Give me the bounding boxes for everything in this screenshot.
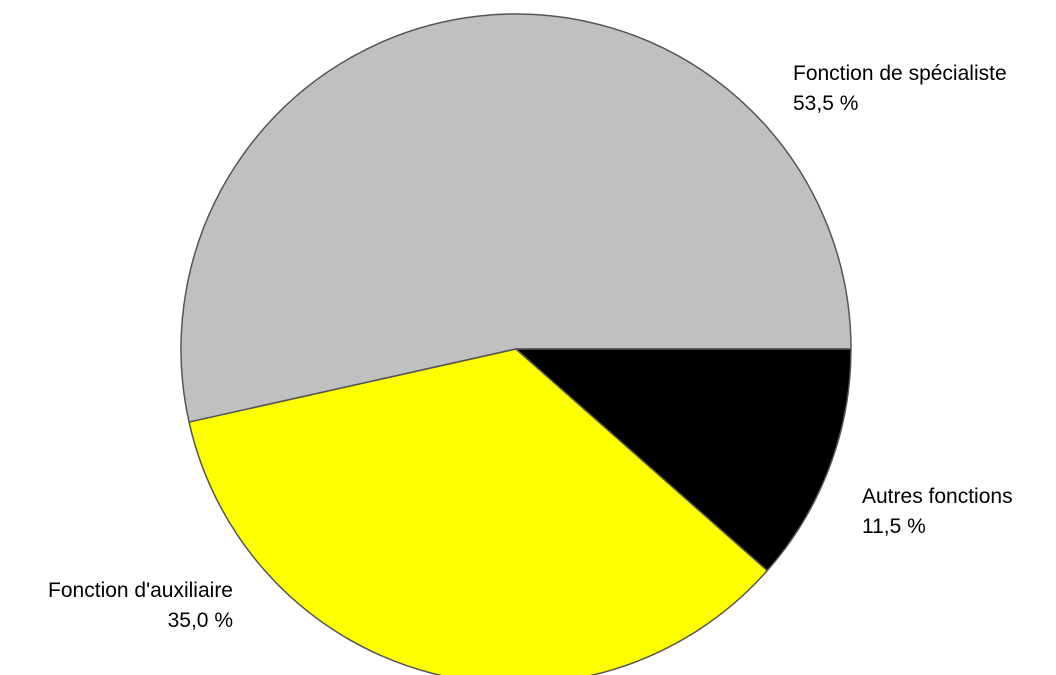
label-specialiste: Fonction de spécialiste 53,5 % bbox=[793, 62, 1007, 115]
label-auxiliaire: Fonction d'auxiliaire 35,0 % bbox=[48, 579, 233, 632]
slice-label-autres-value: 11,5 % bbox=[862, 515, 926, 538]
slice-label-specialiste-value: 53,5 % bbox=[793, 92, 858, 115]
slice-label-auxiliaire-value: 35,0 % bbox=[168, 609, 233, 632]
slice-auxiliaire bbox=[188, 348, 769, 675]
label-autres: Autres fonctions 11,5 % bbox=[862, 485, 1013, 538]
slice-autres bbox=[515, 348, 852, 572]
slice-label-autres-name: Autres fonctions bbox=[862, 485, 1013, 508]
slice-label-auxiliaire-name: Fonction d'auxiliaire bbox=[48, 579, 233, 602]
slice-specialiste bbox=[180, 13, 852, 423]
pie-slices bbox=[180, 13, 852, 675]
slice-label-specialiste-name: Fonction de spécialiste bbox=[793, 62, 1007, 85]
